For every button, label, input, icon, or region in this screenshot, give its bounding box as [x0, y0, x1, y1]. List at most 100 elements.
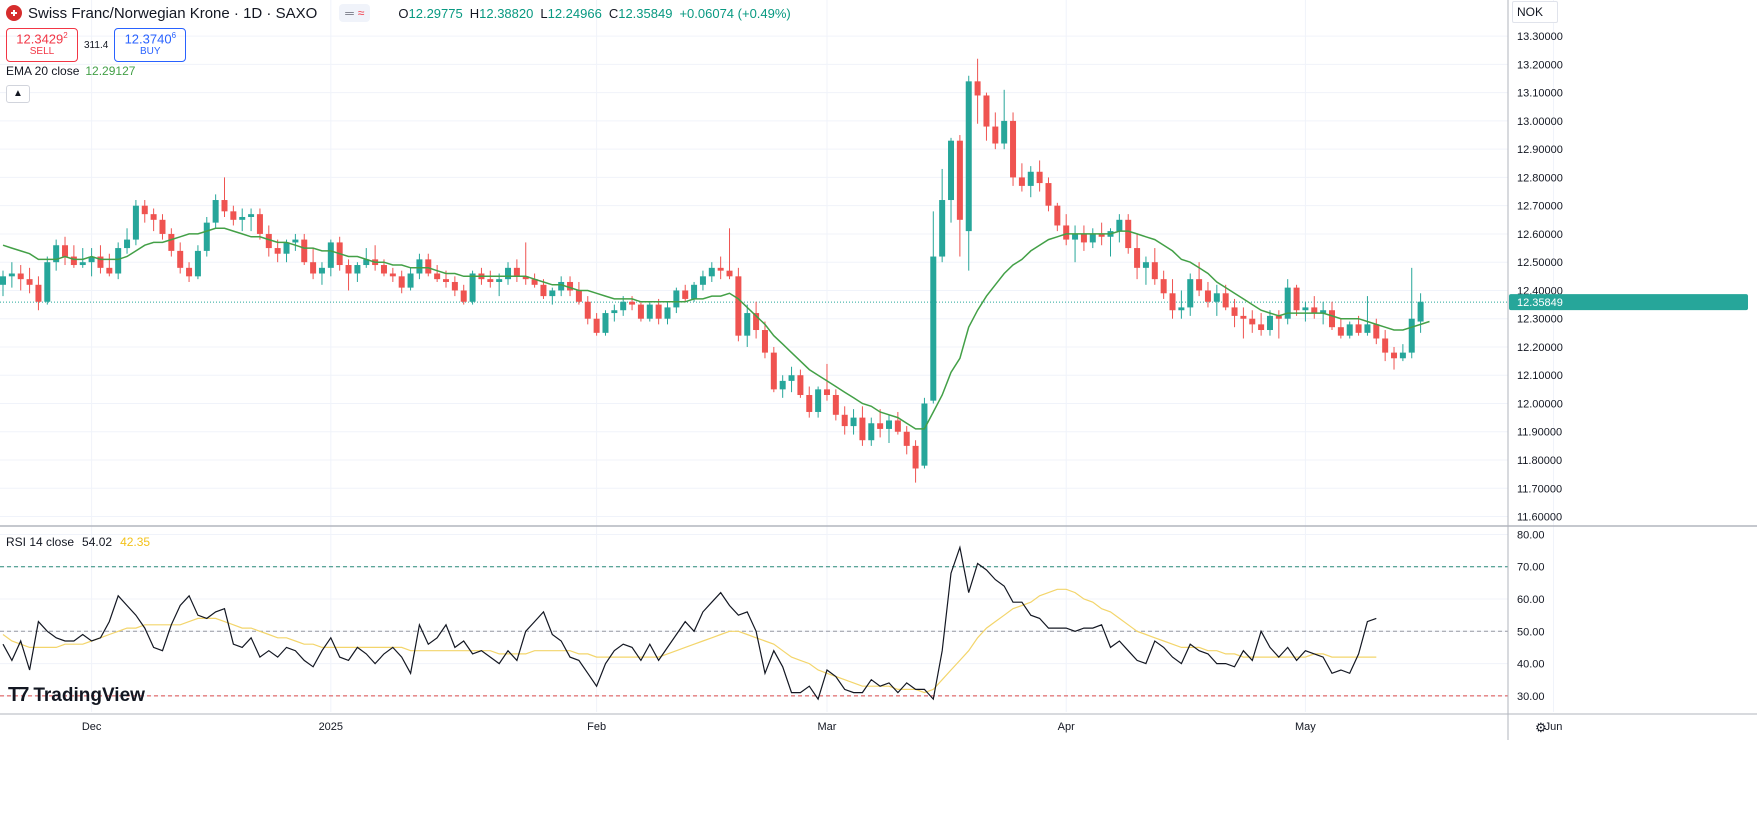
candle-body — [717, 267, 724, 271]
candle — [274, 239, 281, 263]
sell-label: SELL — [29, 46, 55, 58]
candle — [841, 406, 848, 435]
candle — [726, 228, 733, 280]
candle-body — [79, 262, 86, 266]
rsi-line — [2, 545, 1377, 701]
candle-body — [1346, 324, 1353, 336]
ema-label: EMA 20 close — [6, 64, 80, 78]
candle — [823, 363, 830, 401]
candle — [407, 267, 414, 291]
candle — [921, 397, 928, 469]
candle — [1027, 166, 1034, 198]
candle-body — [983, 95, 990, 127]
candle-body — [1231, 307, 1238, 316]
candle — [744, 304, 751, 347]
candle-body — [203, 222, 210, 251]
price-tick-label: 12.00000 — [1517, 398, 1563, 410]
candle-body — [1098, 233, 1105, 237]
candle — [1045, 177, 1052, 212]
candle — [1160, 270, 1167, 299]
candle-body — [939, 200, 946, 257]
rsi-tick-label: 80.00 — [1517, 529, 1545, 541]
candle-body — [1284, 287, 1291, 319]
ohlc-readout: O12.29775 H12.38820 L12.24966 C12.35849 … — [398, 6, 790, 21]
candle-body — [1275, 315, 1282, 319]
candle — [177, 242, 184, 274]
ema-legend[interactable]: EMA 20 close 12.29127 — [6, 64, 135, 78]
candle — [806, 386, 813, 418]
candle — [1222, 284, 1229, 311]
candle-body — [522, 276, 529, 280]
price-tick-label: 12.20000 — [1517, 342, 1563, 354]
sell-button[interactable]: 12.34292 SELL — [6, 28, 78, 62]
candle-body — [1001, 120, 1008, 144]
candle — [717, 256, 724, 280]
candle-body — [380, 265, 387, 274]
candle-body — [1373, 324, 1380, 339]
candle — [567, 276, 574, 297]
candle — [345, 259, 352, 291]
compare-chip[interactable]: ═ ≈ — [339, 4, 371, 22]
candle — [256, 208, 263, 240]
candle — [496, 273, 503, 297]
high-label: H — [469, 5, 480, 21]
candle-body — [53, 245, 60, 263]
tradingview-logo[interactable]: T7 TradingView — [8, 684, 145, 707]
buy-button[interactable]: 12.37406 BUY — [114, 28, 187, 62]
candle-body — [841, 414, 848, 427]
candle-body — [248, 214, 255, 217]
high-value: 12.38820 — [479, 5, 534, 21]
candle-body — [779, 380, 786, 390]
candle-body — [1187, 279, 1194, 308]
settings-gear-icon[interactable]: ⚙ — [1535, 720, 1547, 735]
candle-body — [699, 276, 706, 285]
rsi-tick-label: 70.00 — [1517, 562, 1545, 574]
rsi-label: RSI 14 close — [6, 535, 75, 549]
candle — [115, 242, 122, 280]
price-tick-label: 12.80000 — [1517, 172, 1563, 184]
candle — [1399, 344, 1406, 362]
candle — [646, 301, 653, 322]
candle — [389, 267, 396, 282]
symbol-title[interactable]: Swiss Franc/Norwegian Krone · 1D · SAXO — [28, 4, 318, 22]
candle — [1258, 313, 1265, 336]
candle-body — [1355, 324, 1362, 333]
currency-selector[interactable]: NOK — [1512, 1, 1558, 23]
candle-body — [797, 375, 804, 396]
candle-body — [460, 290, 467, 302]
candle — [513, 259, 520, 282]
candle-body — [948, 140, 955, 201]
candle — [416, 253, 423, 280]
candle — [1010, 112, 1017, 186]
time-tick-label: Jun — [1545, 721, 1563, 733]
candle — [203, 216, 210, 257]
candle — [894, 411, 901, 435]
candle-body — [1240, 315, 1247, 319]
candle — [584, 296, 591, 325]
candle-body — [1142, 262, 1149, 268]
candle — [168, 228, 175, 257]
candle-body — [823, 389, 830, 396]
candle-body — [1249, 318, 1256, 325]
rsi-legend[interactable]: RSI 14 close 54.02 42.35 — [6, 535, 150, 549]
candle — [983, 92, 990, 141]
wave-icon: ≈ — [357, 6, 365, 20]
candle-body — [345, 265, 352, 274]
candle-body — [363, 259, 370, 266]
candle — [1240, 307, 1247, 339]
candle — [575, 281, 582, 305]
candle-body — [70, 256, 77, 266]
candle-body — [97, 256, 104, 268]
price-tick-label: 12.10000 — [1517, 370, 1563, 382]
candle-body — [886, 420, 892, 429]
chevron-up-icon: ▲ — [13, 88, 23, 99]
chart-header: Swiss Franc/Norwegian Krone · 1D · SAXO … — [6, 4, 791, 22]
candle — [531, 273, 538, 288]
candle-body — [1293, 287, 1300, 311]
collapse-legend-button[interactable]: ▲ — [6, 85, 30, 103]
candle-body — [141, 205, 148, 215]
candle-body — [301, 239, 308, 263]
candle — [398, 270, 405, 294]
candle-body — [35, 284, 42, 302]
